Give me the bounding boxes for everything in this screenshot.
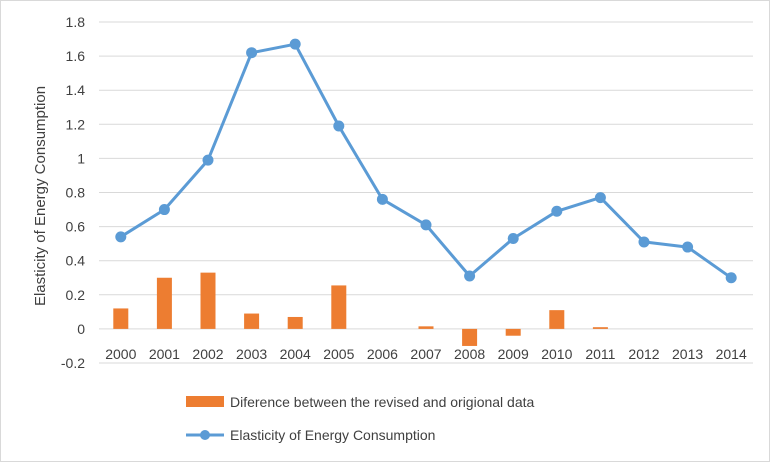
line-point — [725, 272, 737, 284]
line-point — [551, 205, 563, 217]
y-tick-label: 1 — [77, 150, 85, 166]
y-tick-label: 0 — [77, 321, 85, 337]
line-point — [202, 154, 214, 166]
gridlines — [99, 21, 753, 364]
x-tick-label: 2014 — [716, 346, 747, 362]
x-tick-label: 2011 — [585, 346, 615, 362]
line-point — [246, 47, 258, 59]
y-tick-label: 1.6 — [66, 48, 86, 64]
x-tick-label: 2003 — [236, 346, 267, 362]
x-tick-label: 2007 — [410, 346, 441, 362]
bar — [244, 313, 260, 329]
line-point — [115, 231, 127, 243]
y-tick-label: 1.4 — [66, 82, 86, 98]
legend-swatch-marker — [200, 430, 210, 440]
bar — [549, 310, 565, 329]
y-tick-label: 1.8 — [66, 14, 86, 30]
bar — [287, 316, 303, 329]
line-point — [289, 38, 301, 50]
legend-label-bar: Diference between the revised and origio… — [230, 394, 535, 410]
line-series — [115, 38, 737, 284]
x-tick-label: 2006 — [367, 346, 398, 362]
x-tick-label: 2008 — [454, 346, 485, 362]
y-tick-label: 0.8 — [66, 185, 86, 201]
line-point — [682, 241, 694, 253]
x-tick-label: 2001 — [149, 346, 180, 362]
legend-label-line: Elasticity of Energy Consumption — [230, 427, 435, 443]
bar — [156, 277, 172, 329]
x-tick-label: 2004 — [280, 346, 311, 362]
line-point — [638, 236, 650, 248]
line-point — [333, 120, 345, 132]
x-tick-label: 2012 — [628, 346, 659, 362]
x-tick-label: 2005 — [323, 346, 354, 362]
y-tick-label: 0.4 — [66, 253, 86, 269]
bar — [200, 272, 216, 329]
y-axis-label: Elasticity of Energy Consumption — [32, 86, 49, 306]
bar-series — [113, 272, 608, 346]
x-tick-label: 2000 — [105, 346, 136, 362]
x-tick-label: 2013 — [672, 346, 703, 362]
y-tick-label: 0.6 — [66, 219, 86, 235]
legend-swatch-bar — [186, 396, 224, 407]
line-point — [464, 270, 476, 282]
x-axis-ticks: 2000 2001 2002 2003 2004 2005 2006 2007 2008 2009… — [105, 346, 747, 362]
line-point — [420, 219, 432, 231]
bar — [505, 328, 521, 336]
line-point — [376, 193, 388, 205]
x-tick-label: 2010 — [541, 346, 572, 362]
line-point — [158, 204, 170, 216]
y-tick-label: -0.2 — [61, 355, 85, 371]
y-tick-label: 0.2 — [66, 287, 86, 303]
x-tick-label: 2002 — [192, 346, 223, 362]
bar — [462, 328, 478, 346]
legend: Diference between the revised and origio… — [186, 394, 535, 443]
bar — [592, 327, 608, 329]
line-point — [507, 233, 519, 245]
y-axis-ticks: -0.2 0 0.2 0.4 0.6 0.8 1 1.2 1.4 1.6 1.8 — [61, 14, 85, 371]
line-point — [594, 192, 606, 204]
x-tick-label: 2009 — [498, 346, 529, 362]
bar — [331, 285, 347, 329]
bar — [418, 326, 434, 329]
bar — [113, 308, 129, 329]
y-tick-label: 1.2 — [66, 116, 86, 132]
